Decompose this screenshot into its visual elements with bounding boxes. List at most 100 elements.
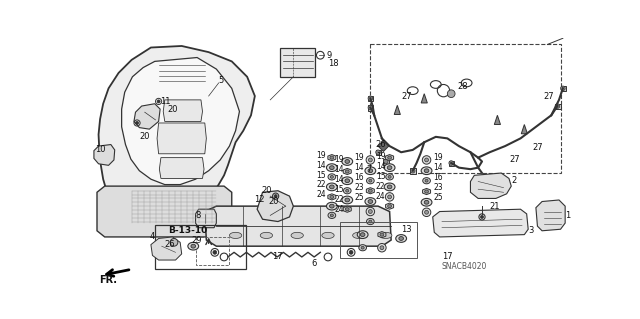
Circle shape (274, 195, 277, 198)
Circle shape (481, 215, 484, 219)
Ellipse shape (360, 233, 365, 237)
Ellipse shape (330, 214, 333, 217)
Bar (449, 161, 454, 166)
Text: 29: 29 (191, 235, 202, 245)
Text: 17: 17 (273, 252, 283, 261)
Polygon shape (422, 189, 431, 195)
Polygon shape (99, 46, 255, 226)
Ellipse shape (376, 150, 380, 154)
Ellipse shape (322, 232, 334, 239)
Text: 11: 11 (160, 97, 171, 106)
Text: 20: 20 (168, 105, 179, 114)
Ellipse shape (345, 198, 349, 202)
Text: 7: 7 (367, 165, 372, 174)
Ellipse shape (368, 169, 372, 173)
Ellipse shape (346, 189, 349, 192)
Text: 20: 20 (269, 197, 279, 206)
Bar (155, 225, 246, 269)
Text: 24: 24 (376, 192, 385, 201)
Circle shape (349, 250, 353, 254)
Ellipse shape (561, 86, 565, 91)
Ellipse shape (369, 179, 372, 182)
Bar (196, 237, 230, 265)
Ellipse shape (346, 170, 349, 173)
Ellipse shape (425, 179, 428, 182)
Ellipse shape (384, 183, 395, 191)
Text: 27: 27 (509, 155, 520, 164)
Text: 26: 26 (376, 140, 387, 149)
Polygon shape (378, 232, 386, 238)
Circle shape (366, 207, 374, 216)
Text: 25: 25 (433, 193, 443, 202)
Text: 22: 22 (334, 195, 344, 204)
Text: 12: 12 (254, 196, 264, 204)
Text: 16: 16 (354, 173, 364, 182)
Text: 20: 20 (140, 132, 150, 141)
Text: 27: 27 (532, 143, 543, 152)
Text: 3: 3 (528, 226, 534, 235)
Ellipse shape (367, 219, 374, 225)
Polygon shape (159, 158, 204, 178)
Ellipse shape (326, 202, 337, 210)
Text: 27: 27 (543, 92, 554, 100)
Polygon shape (151, 237, 182, 260)
Ellipse shape (260, 232, 273, 239)
Ellipse shape (399, 237, 403, 241)
Ellipse shape (380, 233, 384, 236)
Ellipse shape (330, 204, 334, 208)
Bar (561, 86, 566, 92)
Polygon shape (157, 123, 206, 154)
Ellipse shape (422, 178, 431, 184)
Circle shape (369, 158, 372, 162)
Text: 9: 9 (326, 51, 332, 60)
Text: 24: 24 (316, 190, 326, 199)
Ellipse shape (357, 231, 368, 239)
Ellipse shape (342, 177, 353, 185)
Polygon shape (521, 124, 527, 134)
Text: 24: 24 (334, 205, 344, 214)
Bar (376, 150, 381, 155)
Ellipse shape (421, 198, 432, 206)
Polygon shape (328, 154, 336, 161)
Ellipse shape (188, 242, 198, 250)
Text: 15: 15 (316, 171, 326, 180)
Text: FR.: FR. (100, 275, 118, 285)
Text: SNACB4020: SNACB4020 (442, 262, 487, 271)
Ellipse shape (424, 190, 429, 193)
Ellipse shape (330, 175, 333, 178)
Text: 14: 14 (334, 175, 344, 184)
Circle shape (380, 246, 384, 250)
Text: 27: 27 (401, 92, 412, 100)
Text: 15: 15 (376, 172, 385, 181)
Text: 14: 14 (376, 162, 385, 171)
Polygon shape (394, 105, 401, 115)
Ellipse shape (330, 195, 334, 198)
Polygon shape (385, 154, 394, 161)
Polygon shape (536, 200, 565, 231)
Text: 19: 19 (376, 152, 385, 160)
Text: 25: 25 (354, 193, 364, 202)
Ellipse shape (421, 167, 432, 174)
Text: 19: 19 (354, 153, 364, 162)
Circle shape (213, 250, 217, 254)
Polygon shape (343, 168, 351, 174)
Ellipse shape (386, 174, 394, 180)
Text: 16: 16 (433, 173, 443, 182)
Ellipse shape (291, 232, 303, 239)
Ellipse shape (449, 161, 454, 165)
Text: 8: 8 (196, 211, 201, 220)
Ellipse shape (388, 156, 392, 159)
Ellipse shape (396, 235, 406, 242)
Bar (555, 104, 561, 109)
Ellipse shape (368, 105, 372, 110)
Ellipse shape (345, 179, 349, 183)
Ellipse shape (365, 167, 376, 174)
Polygon shape (257, 191, 293, 221)
Polygon shape (470, 173, 511, 198)
Ellipse shape (388, 204, 392, 208)
Circle shape (378, 243, 386, 252)
Ellipse shape (328, 174, 336, 180)
Text: 15: 15 (334, 185, 344, 194)
Ellipse shape (330, 185, 334, 189)
Circle shape (424, 158, 429, 162)
